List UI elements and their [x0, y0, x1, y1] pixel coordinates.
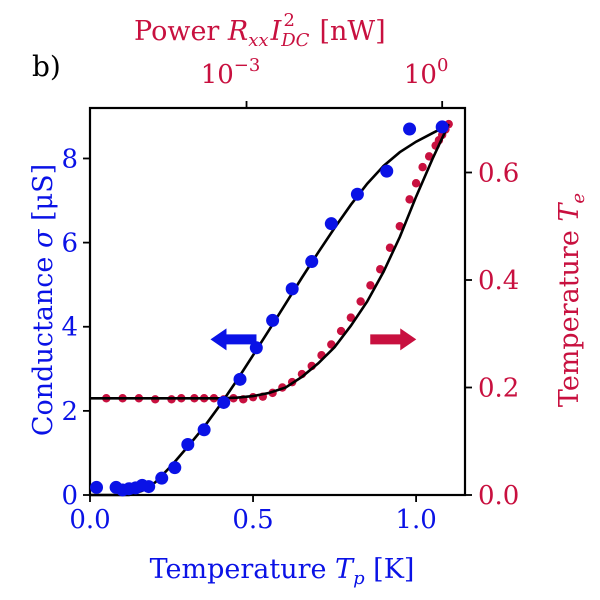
conductance-data-point: [249, 341, 263, 355]
left-axis-label-unit: [μS]: [28, 164, 59, 230]
conductance-data-point: [266, 313, 280, 327]
left-tick-label: 8: [61, 144, 78, 174]
te-data-point: [366, 281, 375, 290]
conductance-data-point: [285, 282, 299, 296]
x-axis-label: Temperature Tp [K]: [150, 554, 415, 589]
left-tick-label: 2: [61, 397, 78, 427]
svg-text:Power RxxIDC2 [nW]: Power RxxIDC2 [nW]: [134, 10, 386, 51]
conductance-data-point: [155, 471, 169, 485]
top-tick-label: 10−3: [201, 55, 261, 90]
x-axis-label-main: Temperature: [150, 554, 335, 585]
te-data-point: [336, 326, 346, 336]
te-data-point: [385, 243, 395, 252]
te-data-point: [376, 265, 385, 274]
top-axis-label-sq: 2: [283, 10, 294, 31]
right-axis-arrow: [370, 328, 417, 351]
x-tick-label: 0.0: [69, 505, 110, 535]
te-fit-line: [90, 123, 450, 400]
conductance-data-point: [324, 217, 338, 231]
conductance-data-point: [380, 164, 394, 178]
top-axis-label-xx: xx: [248, 30, 268, 51]
x-axis-label-unit: [K]: [365, 554, 415, 585]
conductance-data-point: [90, 480, 104, 494]
top-axis-label-r: R: [227, 16, 248, 47]
left-axis-label: Conductance σ [μS]: [28, 164, 59, 436]
left-axis-label-var: σ: [28, 228, 59, 248]
right-tick-label: 0.0: [478, 481, 519, 511]
conductance-data-point: [403, 122, 417, 136]
conductance-data-point: [168, 461, 182, 475]
conductance-data-point: [305, 255, 319, 269]
top-axis-label: Power RxxIDC2 [nW]: [134, 10, 386, 51]
conductance-data-point: [197, 423, 211, 437]
te-data-point: [395, 222, 404, 231]
left-axis-arrow: [210, 328, 257, 351]
right-tick-label: 0.4: [478, 266, 519, 296]
top-axis-label-i: I: [270, 16, 283, 47]
conductance-data-point: [435, 120, 449, 134]
top-axis-label-unit: [nW]: [311, 16, 386, 47]
left-tick-label: 4: [61, 313, 78, 343]
top-tick-label: 100: [404, 55, 449, 90]
te-data-point: [424, 152, 434, 161]
top-axis-ticks: 10−3 100: [201, 55, 449, 108]
x-axis-label-var: T: [335, 554, 355, 585]
x-axis-label-sub: p: [353, 568, 365, 589]
te-data-point: [346, 313, 356, 322]
x-tick-label: 1.0: [395, 505, 436, 535]
conductance-fit-line: [90, 123, 450, 497]
left-tick-label: 6: [61, 229, 78, 259]
te-data-point: [356, 297, 365, 306]
conductance-data-point: [350, 187, 364, 201]
right-axis-label-var: T: [554, 202, 585, 222]
conductance-data-point: [181, 438, 195, 452]
right-axis-label-main: Temperature: [554, 222, 585, 407]
right-axis-label: Temperature Te: [554, 193, 589, 407]
conductance-data-point: [233, 372, 247, 386]
right-axis-label-sub: e: [568, 193, 589, 204]
top-axis-label-main: Power: [134, 16, 228, 47]
plot-frame: [88, 106, 467, 497]
conductance-data-point: [142, 480, 156, 494]
panel-label: b): [32, 50, 61, 83]
te-data-point: [405, 195, 414, 204]
te-data-point: [411, 179, 421, 188]
right-tick-label: 0.6: [478, 159, 519, 189]
x-tick-label: 0.5: [232, 505, 273, 535]
conductance-data-point: [217, 395, 231, 409]
right-tick-label: 0.2: [478, 374, 519, 404]
plot-area: 0.0 0.5 1.0 0 2 4 6 8 0.0 0.2 0.4 0.6: [61, 106, 519, 535]
top-axis-label-dc: DC: [280, 30, 309, 51]
left-axis-label-main: Conductance: [28, 248, 59, 436]
te-data-point: [418, 162, 427, 172]
left-tick-label: 0: [61, 481, 78, 511]
